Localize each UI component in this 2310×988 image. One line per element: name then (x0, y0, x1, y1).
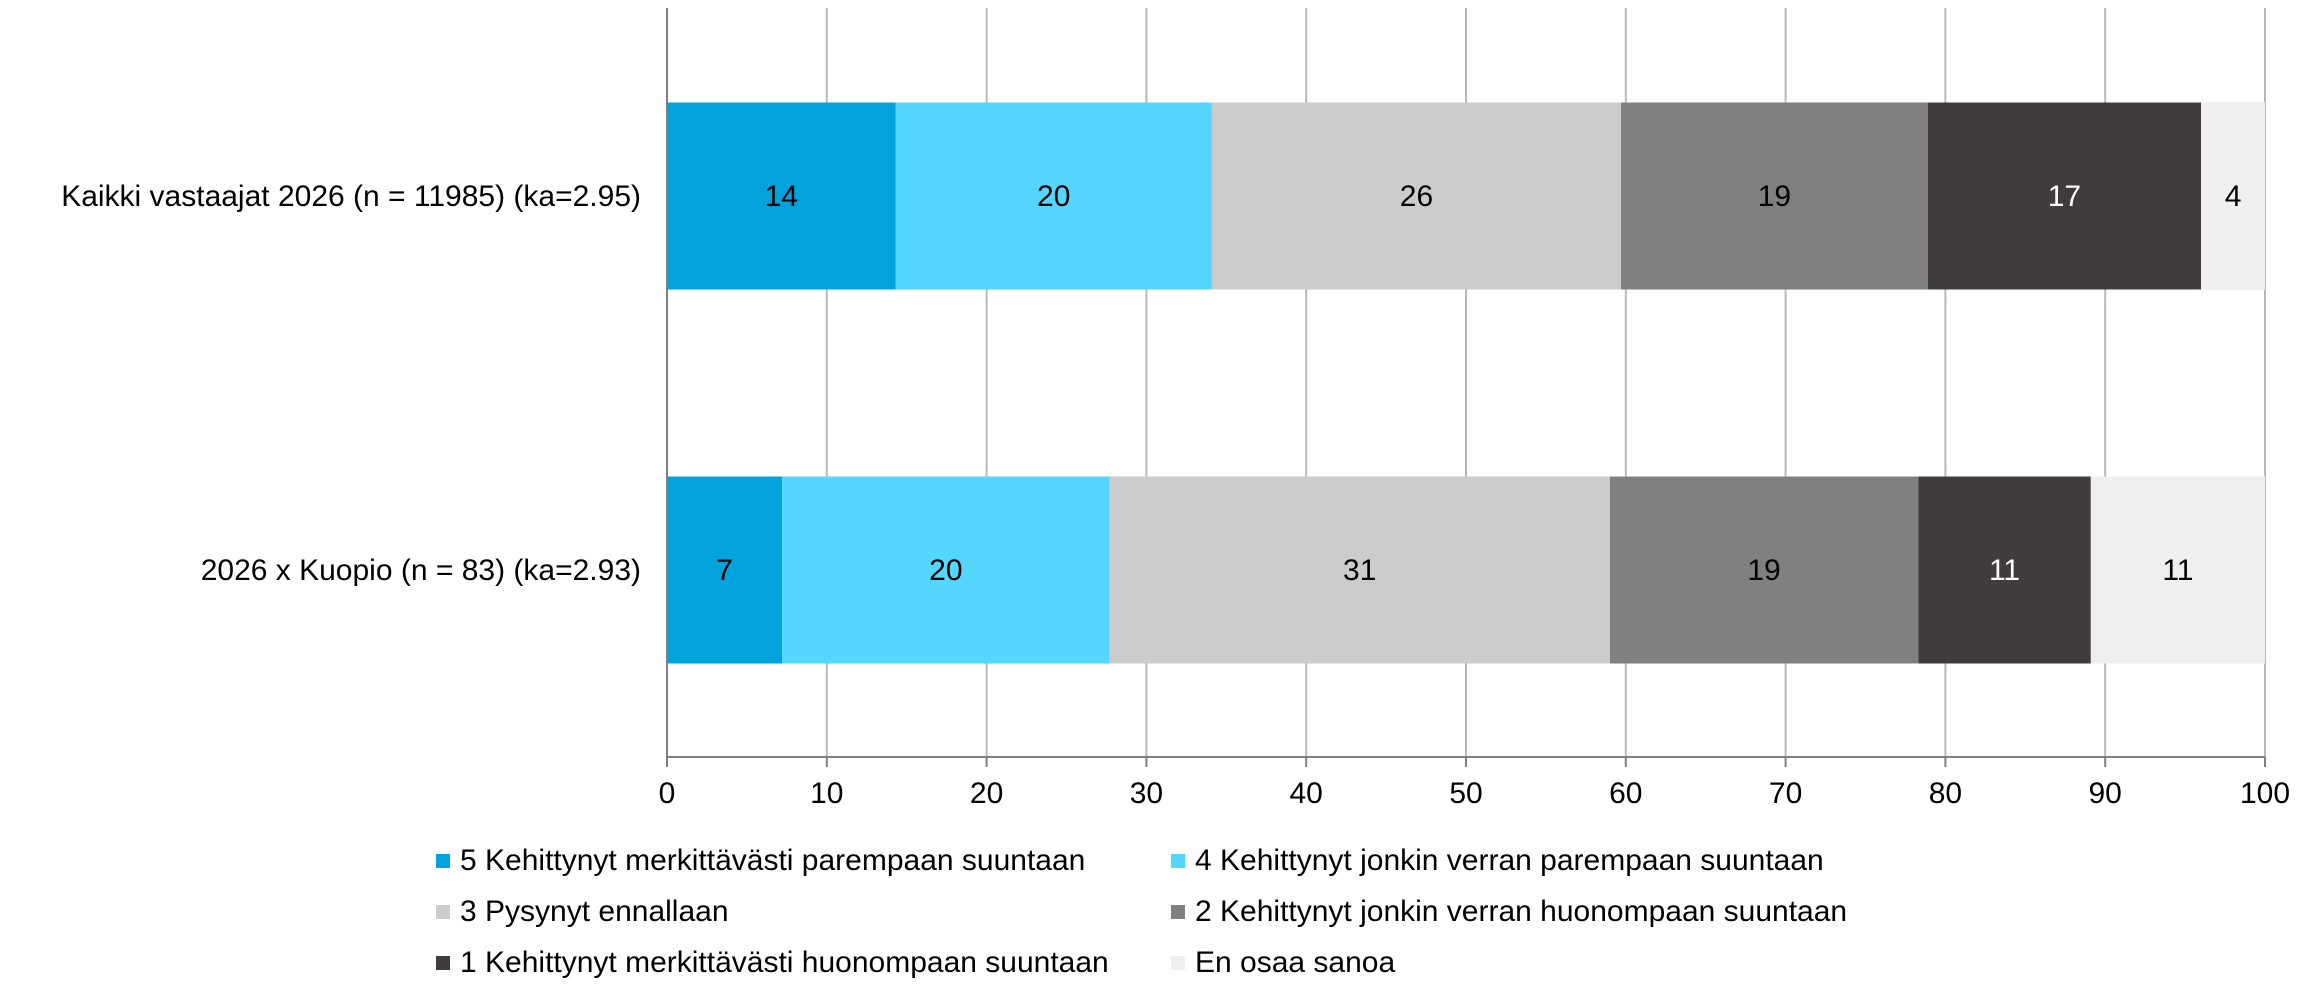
bar-segment (1109, 476, 1610, 664)
legend-row: 1 Kehittynyt merkittävästi huonompaan su… (436, 937, 1936, 988)
data-label: 7 (716, 554, 733, 587)
x-tick-label: 90 (2089, 777, 2122, 810)
x-tick-label: 40 (1290, 777, 1323, 810)
legend-label: 1 Kehittynyt merkittävästi huonompaan su… (460, 945, 1109, 979)
legend-label: 5 Kehittynyt merkittävästi parempaan suu… (460, 843, 1086, 877)
bar-segment (667, 476, 783, 664)
data-label: 20 (929, 554, 962, 587)
legend-label: 3 Pysynyt ennallaan (460, 894, 729, 928)
legend-swatch (436, 853, 450, 868)
legend-label: 4 Kehittynyt jonkin verran parempaan suu… (1195, 843, 1824, 877)
category-label: Kaikki vastaajat 2026 (n = 11985) (ka=2.… (61, 180, 641, 213)
legend-swatch (1171, 904, 1185, 919)
data-label: 17 (2048, 180, 2081, 213)
bar-segment (1918, 476, 2091, 664)
category-labels: Kaikki vastaajat 2026 (n = 11985) (ka=2.… (61, 180, 641, 587)
data-label: 4 (2225, 180, 2242, 213)
x-tick-label: 50 (1449, 777, 1482, 810)
data-label: 11 (1989, 554, 2020, 587)
data-label: 11 (2162, 554, 2193, 587)
x-axis: 0 10 20 30 40 50 60 70 80 90 100 (659, 8, 2290, 810)
bar-segment (1621, 102, 1928, 290)
legend-swatch (436, 904, 450, 919)
data-label: 19 (1747, 554, 1780, 587)
legend-row: 5 Kehittynyt merkittävästi parempaan suu… (436, 835, 1936, 886)
x-tick-label: 60 (1609, 777, 1642, 810)
bar-segment (895, 102, 1212, 290)
legend-label: En osaa sanoa (1195, 945, 1396, 979)
bar-segment (1211, 102, 1622, 290)
x-tick-label: 80 (1929, 777, 1962, 810)
x-tick-label: 70 (1769, 777, 1802, 810)
data-label: 31 (1343, 554, 1376, 587)
legend-item: 5 Kehittynyt merkittävästi parempaan suu… (436, 844, 1171, 878)
x-tick-label: 0 (659, 777, 676, 810)
bar-segment (782, 476, 1110, 664)
data-label: 26 (1400, 180, 1433, 213)
bar-segments: 14 20 26 19 17 4 7 20 31 19 11 11 (667, 102, 2265, 664)
legend-item: 4 Kehittynyt jonkin verran parempaan suu… (1171, 844, 1906, 878)
legend-label: 2 Kehittynyt jonkin verran huonompaan su… (1195, 894, 1848, 928)
legend-item: 2 Kehittynyt jonkin verran huonompaan su… (1171, 895, 1906, 929)
legend-row: 3 Pysynyt ennallaan 2 Kehittynyt jonkin v… (436, 886, 1936, 937)
x-tick-label: 30 (1130, 777, 1163, 810)
bar-segment (2090, 476, 2265, 664)
data-label: 19 (1758, 180, 1791, 213)
legend-swatch (1171, 955, 1185, 970)
legend-swatch (436, 955, 450, 970)
legend: 5 Kehittynyt merkittävästi parempaan suu… (436, 835, 1936, 988)
bar-segment (1609, 476, 1919, 664)
data-label: 14 (765, 180, 798, 213)
bar-segment (1927, 102, 2202, 290)
legend-item: 3 Pysynyt ennallaan (436, 895, 1171, 929)
bar-segment (2201, 102, 2265, 290)
legend-swatch (1171, 853, 1185, 868)
bar-segment (667, 102, 896, 290)
legend-item: En osaa sanoa (1171, 946, 1906, 980)
x-tick-label: 20 (970, 777, 1003, 810)
data-label: 20 (1037, 180, 1070, 213)
category-label: 2026 x Kuopio (n = 83) (ka=2.93) (201, 554, 641, 587)
x-tick-label: 10 (810, 777, 843, 810)
legend-item: 1 Kehittynyt merkittävästi huonompaan su… (436, 946, 1171, 980)
x-tick-label: 100 (2240, 777, 2290, 810)
